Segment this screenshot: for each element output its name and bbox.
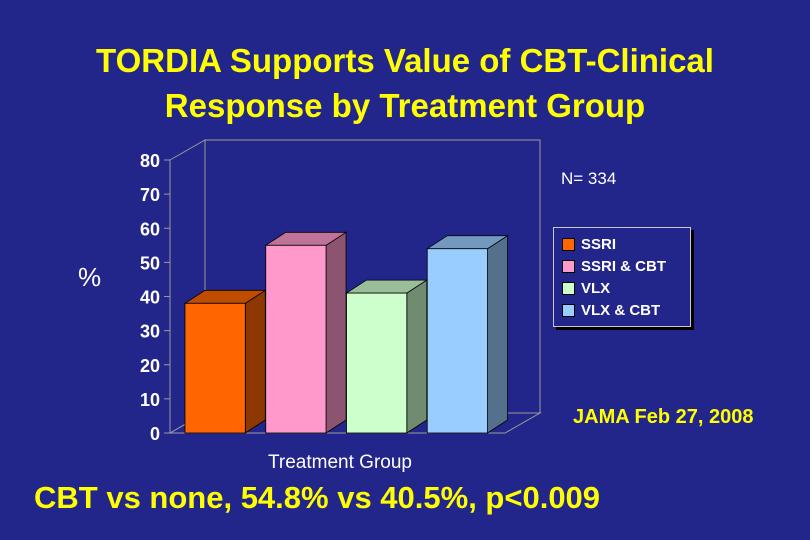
bar bbox=[265, 244, 327, 434]
bar bbox=[184, 302, 246, 434]
y-tick-label: 50 bbox=[140, 253, 160, 273]
legend-swatch-vlx-cbt bbox=[562, 303, 575, 317]
legend-item-vlx-cbt: VLX & CBT bbox=[562, 299, 690, 321]
bar-side bbox=[325, 231, 347, 434]
slide-title: TORDIA Supports Value of CBT-Clinical Re… bbox=[0, 38, 810, 128]
y-tick-label: 10 bbox=[140, 390, 160, 410]
legend-swatch-ssri-cbt bbox=[562, 259, 575, 273]
y-tick-label: 80 bbox=[140, 151, 160, 171]
y-tick-label: 40 bbox=[140, 288, 160, 308]
y-axis-label: % bbox=[78, 262, 102, 292]
source-citation: JAMA Feb 27, 2008 bbox=[573, 406, 754, 428]
bar bbox=[346, 292, 408, 434]
bar bbox=[426, 248, 488, 434]
slide-title-line1: TORDIA Supports Value of CBT-Clinical bbox=[96, 42, 714, 79]
x-axis-label: Treatment Group bbox=[268, 452, 412, 473]
legend-label-ssri: SSRI bbox=[581, 235, 617, 253]
legend-item-vlx: VLX bbox=[562, 277, 690, 299]
slide-title-line2: Response by Treatment Group bbox=[164, 87, 646, 124]
comparison-footnote: CBT vs none, 54.8% vs 40.5%, p<0.009 bbox=[34, 480, 601, 515]
legend-label-ssri-cbt: SSRI & CBT bbox=[581, 257, 667, 275]
legend-item-ssri: SSRI bbox=[562, 233, 690, 255]
legend-swatch-vlx bbox=[562, 281, 575, 295]
legend-item-ssri-cbt: SSRI & CBT bbox=[562, 255, 690, 277]
y-tick-label: 0 bbox=[150, 424, 160, 444]
legend-swatch-ssri bbox=[562, 237, 575, 251]
y-tick-label: 70 bbox=[140, 185, 160, 205]
bar-side bbox=[406, 279, 428, 434]
y-tick-label: 30 bbox=[140, 322, 160, 342]
y-tick-label: 60 bbox=[140, 219, 160, 239]
y-tick-label: 20 bbox=[140, 356, 160, 376]
sample-size-label: N= 334 bbox=[561, 169, 617, 188]
legend-label-vlx: VLX bbox=[581, 279, 611, 297]
chart-legend: SSRI SSRI & CBT VLX VLX & CBT bbox=[553, 227, 691, 327]
bar-side bbox=[487, 234, 508, 434]
bar-side bbox=[244, 289, 266, 434]
legend-label-vlx-cbt: VLX & CBT bbox=[581, 301, 661, 319]
